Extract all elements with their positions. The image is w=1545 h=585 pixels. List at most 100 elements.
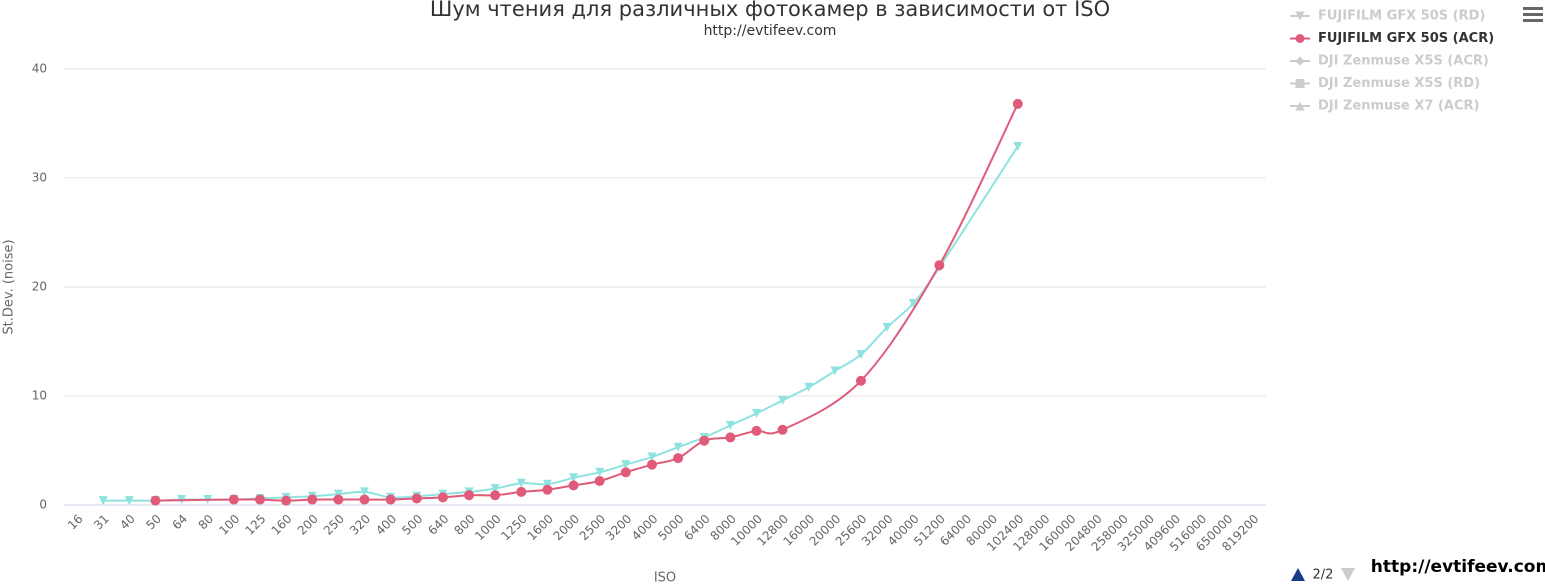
menu-bar [1523,13,1543,16]
x-tick-label: 64 [169,512,190,533]
data-point [359,494,370,505]
x-tick-label: 2000 [551,512,582,543]
y-tick-label: 10 [32,389,47,403]
x-tick-label: 31 [91,512,112,533]
y-tick-label: 0 [39,498,47,512]
legend-page-up[interactable] [1291,568,1305,581]
legend-item[interactable]: DJI Zenmuse X5S (ACR) [1290,54,1489,69]
series-line [155,103,1019,502]
data-point [437,492,448,503]
x-tick-label: 1600 [525,512,556,543]
data-point [411,493,422,504]
data-point [620,467,631,478]
legend-symbol [1295,79,1305,88]
x-tick-label: 160 [269,512,295,538]
x-tick-label: 16 [65,512,86,533]
data-point [569,473,579,483]
data-point [124,496,134,506]
data-point [360,487,369,497]
data-point [516,486,527,497]
y-tick-label: 40 [32,62,47,76]
data-point [882,322,892,332]
legend-symbol [1295,101,1305,111]
x-tick-label: 80 [196,512,217,533]
data-point [254,494,265,505]
x-tick-label: 3200 [603,512,634,543]
data-point [908,298,918,308]
x-tick-label: 100 [216,512,242,538]
data-point [594,476,605,487]
legend-symbol [1295,11,1305,21]
data-point [804,382,814,392]
data-point [699,435,710,446]
data-point [333,494,344,505]
x-tick-label: 125 [242,512,268,538]
x-tick-label: 4000 [629,512,660,543]
data-point [333,489,343,499]
data-point [830,366,840,376]
data-point [777,424,788,435]
data-point [98,496,108,506]
legend-item[interactable]: DJI Zenmuse X7 (ACR) [1290,99,1479,114]
legend-symbol [1295,56,1305,66]
legend-label: FUJIFILM GFX 50S (RD) [1318,9,1485,24]
data-point [855,375,866,386]
legend-item[interactable]: DJI Zenmuse X5S (RD) [1290,76,1480,91]
data-point [1012,98,1023,109]
data-point [673,442,683,452]
data-point [490,490,501,501]
chart-title: Шум чтения для различных фотокамер в зав… [430,0,1110,21]
x-tick-label: 400 [373,512,399,538]
data-point [385,494,396,505]
chart-subtitle: http://evtifeev.com [704,23,837,39]
menu-button[interactable] [1523,7,1543,22]
menu-bar [1523,19,1543,22]
legend-label: FUJIFILM GFX 50S (ACR) [1318,31,1494,46]
data-point [1013,141,1023,151]
data-point [516,478,526,488]
data-point [307,494,318,505]
x-tick-label: 40 [117,512,138,533]
x-tick-label: 640 [425,512,451,538]
x-tick-label: 200 [295,512,321,538]
data-point [595,467,605,477]
data-point [228,494,239,505]
legend-page-down[interactable] [1341,568,1355,581]
data-point [934,260,945,271]
legend-label: DJI Zenmuse X5S (ACR) [1318,54,1489,69]
x-tick-label: 5000 [655,512,686,543]
y-tick-label: 20 [32,280,47,294]
menu-bar [1523,7,1543,10]
data-point [621,460,631,470]
series-line [103,145,1019,502]
data-point [647,452,657,462]
data-point [542,479,552,489]
data-point [751,408,761,418]
x-tick-label: 320 [347,512,373,538]
data-point [751,425,762,436]
data-point [490,484,500,494]
legend-label: DJI Zenmuse X5S (RD) [1318,76,1480,91]
x-tick-label: 6400 [681,512,712,543]
x-axis-label: ISO [654,571,676,585]
legend-item[interactable]: FUJIFILM GFX 50S (ACR) [1290,31,1494,46]
x-tick-label: 2500 [577,512,608,543]
data-point [150,495,161,506]
legend-symbol [1295,34,1305,43]
data-point [725,432,736,443]
data-point [464,490,475,501]
x-tick-label: 500 [399,512,425,538]
data-point [725,420,735,430]
data-point [856,350,866,360]
legend-item[interactable]: FUJIFILM GFX 50S (RD) [1290,9,1485,24]
y-tick-label: 30 [32,171,47,185]
x-tick-label: 50 [143,512,164,533]
data-point [568,480,579,491]
legend-label: DJI Zenmuse X7 (ACR) [1318,99,1479,114]
legend-page: 2/2 [1313,568,1334,583]
data-point [673,453,684,464]
x-tick-label: 1250 [498,512,529,543]
data-point [542,484,553,495]
data-point [646,459,657,470]
